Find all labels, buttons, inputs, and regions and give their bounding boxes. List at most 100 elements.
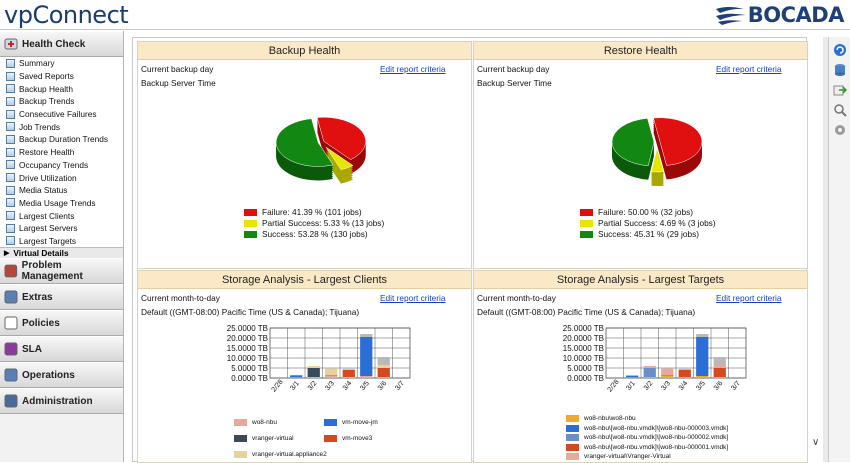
- legend-swatch: [234, 419, 247, 426]
- sidebar-item-backup-trends[interactable]: Backup Trends: [0, 95, 123, 108]
- bar-segment: [360, 376, 373, 378]
- edit-criteria-link[interactable]: Edit report criteria: [716, 293, 782, 303]
- edit-criteria-link[interactable]: Edit report criteria: [716, 64, 782, 74]
- edit-criteria-link[interactable]: Edit report criteria: [380, 293, 446, 303]
- section-label: SLA: [22, 343, 42, 355]
- y-tick-label: 10.0000 TB: [227, 354, 268, 363]
- section-administration[interactable]: Administration: [0, 388, 123, 415]
- x-tick-label: 3/7: [730, 380, 742, 392]
- x-tick-label: 3/3: [324, 380, 336, 392]
- export-icon[interactable]: [833, 83, 847, 97]
- report-icon: [6, 71, 15, 81]
- section-health-check[interactable]: Health Check: [0, 31, 123, 57]
- legend-item: wo8-nbu\[wo8-nbu.vmdk]\[wo8-nbu-000002.v…: [566, 434, 728, 441]
- bar-segment: [696, 334, 709, 337]
- period-text: Current month-to-day: [477, 293, 556, 303]
- pie-slice-failure: [316, 117, 366, 160]
- period-text: Current month-to-day: [141, 293, 220, 303]
- sidebar-item-label: Drive Utilization: [19, 172, 77, 183]
- restore-pie-chart: [611, 117, 703, 186]
- scroll-down-icon[interactable]: ∨: [812, 437, 820, 448]
- sidebar-item-occupancy-trends[interactable]: Occupancy Trends: [0, 159, 123, 172]
- x-tick-label: 3/2: [307, 380, 319, 392]
- legend-swatch: [324, 419, 337, 426]
- pie-slice-success: [611, 118, 655, 167]
- panel-title: Storage Analysis - Largest Clients: [138, 271, 471, 289]
- sidebar-item-drive-utilization[interactable]: Drive Utilization: [0, 171, 123, 184]
- section-problem-management[interactable]: Problem Management: [0, 258, 123, 285]
- sidebar-item-media-usage-trends[interactable]: Media Usage Trends: [0, 197, 123, 210]
- report-icon: [6, 223, 15, 233]
- sidebar-item-restore-health[interactable]: Restore Health: [0, 146, 123, 159]
- sidebar-item-summary[interactable]: Summary: [0, 57, 123, 70]
- virtual-details-toggle[interactable]: ▶ Virtual Details: [0, 247, 123, 259]
- bar-segment: [696, 376, 709, 378]
- administration-icon: [4, 394, 18, 408]
- section-operations[interactable]: Operations: [0, 362, 123, 389]
- panel-title: Storage Analysis - Largest Targets: [474, 271, 807, 289]
- legend-swatch: [234, 451, 247, 458]
- app-header: vpConnect BOCADA: [0, 0, 850, 30]
- bar-segment: [360, 334, 373, 337]
- database-icon[interactable]: [833, 63, 847, 77]
- timezone-text: Default ((GMT-08:00) Pacific Time (US & …: [477, 307, 696, 317]
- search-icon[interactable]: [833, 103, 847, 117]
- legend-swatch: [566, 424, 579, 432]
- section-extras[interactable]: Extras: [0, 284, 123, 311]
- section-label: Health Check: [22, 38, 86, 50]
- section-label: Extras: [22, 291, 53, 303]
- report-icon: [6, 236, 15, 246]
- pie-slice-partial: [651, 147, 664, 173]
- legend-item: vranger-virtual\Vranger-Virtual: [566, 453, 671, 460]
- section-sla[interactable]: SLA: [0, 336, 123, 363]
- gear-icon[interactable]: [833, 123, 847, 137]
- y-tick-label: 0.0000 TB: [567, 374, 604, 383]
- panel-backup-health: Backup Health Current backup day Backup …: [137, 41, 472, 269]
- report-icon: [6, 96, 15, 106]
- sidebar-item-backup-duration-trends[interactable]: Backup Duration Trends: [0, 133, 123, 146]
- dashboard: Backup Health Current backup day Backup …: [132, 37, 808, 463]
- y-tick-label: 25.0000 TB: [227, 324, 268, 333]
- policies-icon: [4, 316, 18, 330]
- sidebar-item-label: Backup Duration Trends: [19, 134, 109, 145]
- bar-segment: [661, 376, 674, 378]
- edit-criteria-link[interactable]: Edit report criteria: [380, 64, 446, 74]
- pie-slice-success: [275, 118, 334, 167]
- legend-item: vm-move3: [324, 435, 372, 442]
- legend-item: Success: 45.31 % (29 jobs): [580, 229, 699, 239]
- refresh-icon[interactable]: [833, 43, 847, 57]
- sidebar-item-largest-targets[interactable]: Largest Targets: [0, 235, 123, 248]
- sidebar-item-largest-servers[interactable]: Largest Servers: [0, 222, 123, 235]
- section-policies[interactable]: Policies: [0, 310, 123, 337]
- report-icon: [6, 84, 15, 94]
- bar-segment: [325, 367, 338, 369]
- bar-segment: [290, 375, 303, 376]
- legend-item: vranger-virtual: [234, 435, 294, 442]
- report-icon: [6, 109, 15, 119]
- sidebar-item-job-trends[interactable]: Job Trends: [0, 120, 123, 133]
- panel-splitter[interactable]: [823, 37, 828, 462]
- x-tick-label: 3/4: [342, 380, 354, 392]
- sidebar-item-saved-reports[interactable]: Saved Reports: [0, 70, 123, 83]
- bar-segment: [307, 377, 320, 378]
- bar-segment: [342, 369, 355, 370]
- report-icon: [6, 185, 15, 195]
- bar-segment: [342, 370, 355, 377]
- sidebar-item-largest-clients[interactable]: Largest Clients: [0, 209, 123, 222]
- x-tick-label: 2/28: [271, 378, 285, 393]
- x-tick-label: 3/7: [394, 380, 406, 392]
- sidebar-item-consecutive-failures[interactable]: Consecutive Failures: [0, 108, 123, 121]
- report-icon: [6, 147, 15, 157]
- sidebar-item-backup-health[interactable]: Backup Health: [0, 82, 123, 95]
- x-tick-label: 2/28: [607, 378, 621, 393]
- right-toolbar: [828, 37, 850, 462]
- x-tick-label: 3/2: [643, 380, 655, 392]
- x-tick-label: 3/1: [289, 380, 301, 392]
- sidebar-item-media-status[interactable]: Media Status: [0, 184, 123, 197]
- bar-segment: [342, 377, 355, 378]
- legend-label: vranger-virtual: [252, 435, 294, 442]
- report-icon: [6, 58, 15, 68]
- bar-segment: [290, 376, 303, 378]
- bar-segment: [377, 377, 390, 378]
